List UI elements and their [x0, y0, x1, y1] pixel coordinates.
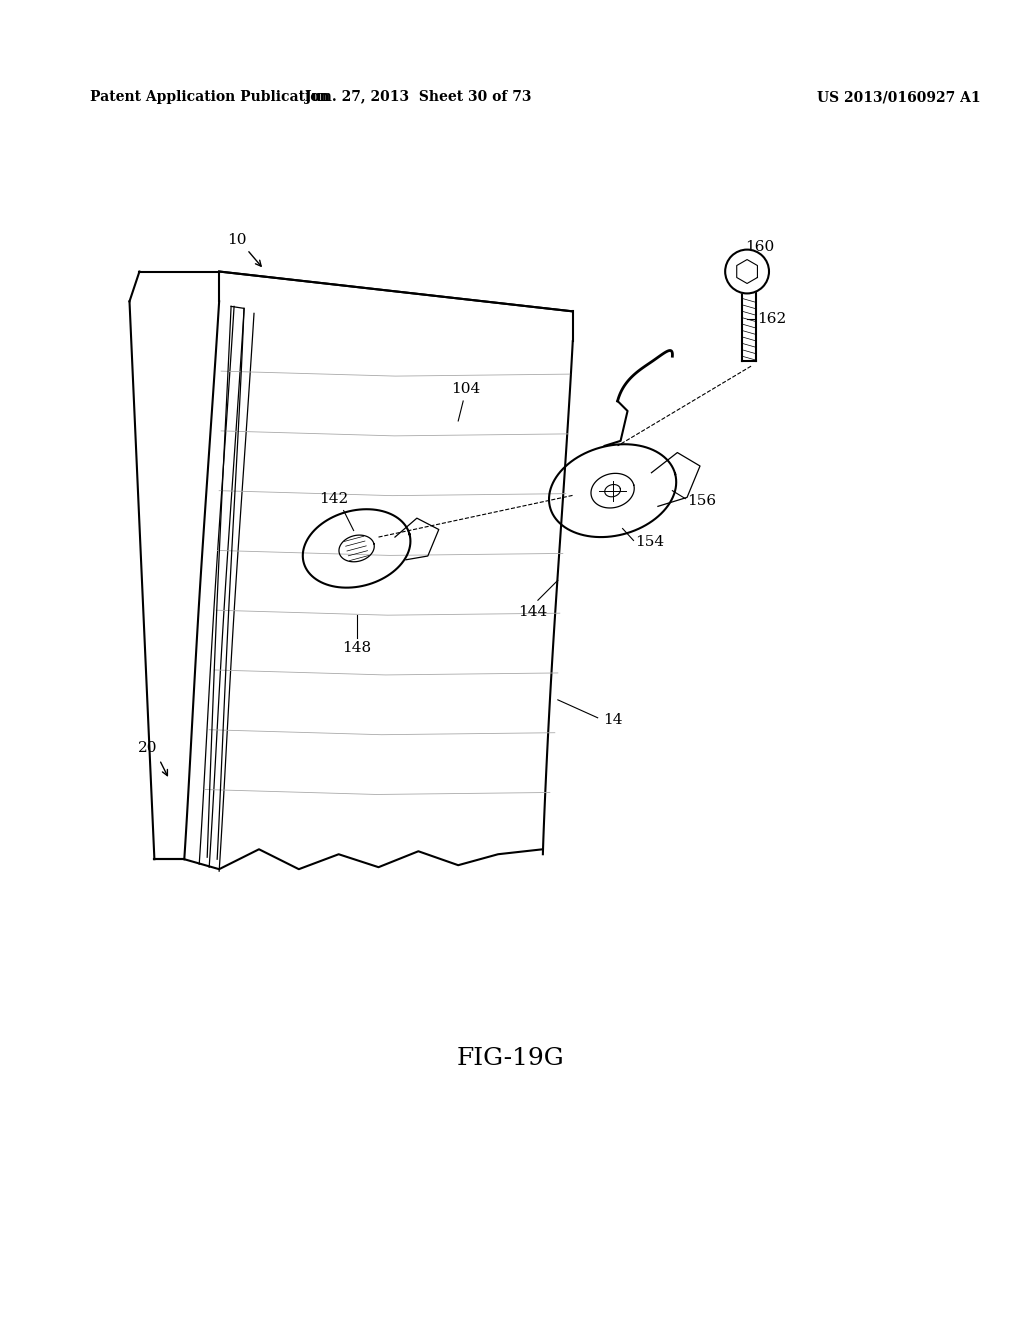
Text: 20: 20 [137, 741, 157, 755]
Text: 104: 104 [452, 381, 481, 396]
Text: 156: 156 [687, 494, 717, 508]
Text: 148: 148 [342, 642, 371, 655]
Text: 160: 160 [745, 240, 774, 253]
Text: 144: 144 [518, 605, 548, 619]
Circle shape [725, 249, 769, 293]
Text: 142: 142 [319, 491, 348, 506]
Text: US 2013/0160927 A1: US 2013/0160927 A1 [817, 90, 980, 104]
Text: 162: 162 [757, 313, 786, 326]
Text: 14: 14 [603, 713, 623, 727]
Text: Jun. 27, 2013  Sheet 30 of 73: Jun. 27, 2013 Sheet 30 of 73 [305, 90, 531, 104]
Text: FIG-19G: FIG-19G [456, 1047, 564, 1071]
Text: Patent Application Publication: Patent Application Publication [90, 90, 330, 104]
Text: 10: 10 [227, 232, 247, 247]
Text: 154: 154 [636, 536, 665, 549]
